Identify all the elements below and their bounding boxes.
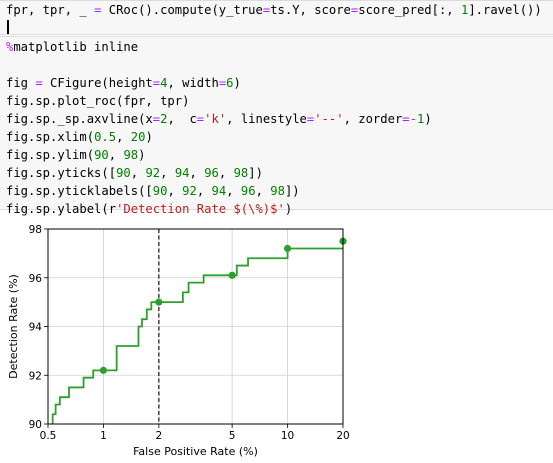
code-line[interactable]: fig.sp.xlim(0.5, 20) [6, 130, 153, 144]
y-tick-label: 90 [29, 419, 42, 431]
code-cell-plot-roc[interactable]: %matplotlib inline fig = CFigure(height=… [0, 36, 553, 216]
y-tick-label: 92 [29, 370, 42, 382]
x-tick-label: 5 [229, 430, 236, 442]
series-layer [51, 237, 347, 424]
code-line[interactable]: fig = CFigure(height=4, width=6) [6, 76, 241, 90]
roc-curve-line [51, 247, 343, 424]
y-tick-label: 96 [29, 273, 43, 285]
roc-marker [99, 366, 108, 374]
code-line[interactable]: fig.sp._sp.axvline(x=2, c='k', linestyle… [6, 112, 432, 126]
code-line[interactable]: fig.sp.yticks([90, 92, 94, 96, 98]) [6, 166, 263, 180]
roc-marker [283, 244, 292, 253]
x-tick-label: 20 [336, 430, 349, 442]
x-axis-label: False Positive Rate (%) [133, 445, 258, 458]
code-line[interactable]: fig.sp.plot_roc(fpr, tpr) [6, 94, 190, 108]
code-line[interactable]: fpr, tpr, _ = CRoc().compute(y_true=ts.Y… [6, 3, 542, 17]
text-cursor [7, 20, 9, 34]
code-cell-compute-roc[interactable]: fpr, tpr, _ = CRoc().compute(y_true=ts.Y… [0, 0, 553, 35]
x-tick-label: 10 [281, 430, 294, 442]
y-tick-label: 98 [29, 224, 42, 236]
roc-marker [155, 298, 163, 306]
code-line-magic[interactable]: %matplotlib inline [6, 40, 139, 54]
code-line[interactable]: fig.sp.yticklabels([90, 92, 94, 96, 98]) [6, 184, 300, 198]
code-line[interactable]: fig.sp.ylabel(r'Detection Rate $(\%)$') [6, 202, 293, 216]
y-tick-label: 94 [29, 322, 43, 334]
grid [47, 228, 344, 425]
ticks: 0.5 1 2 5 10 20 90 92 94 96 98 [29, 224, 350, 442]
x-tick-label: 2 [156, 430, 163, 442]
y-axis-label: Detection Rate (%) [7, 274, 20, 379]
roc-marker [228, 271, 236, 279]
roc-chart: 0.5 1 2 5 10 20 90 92 94 96 98 False Positive Rate… [7, 224, 350, 458]
x-tick-label: 0.5 [40, 430, 57, 442]
code-line[interactable]: fig.sp.ylim(90, 98) [6, 148, 146, 162]
x-tick-label: 1 [100, 430, 107, 442]
